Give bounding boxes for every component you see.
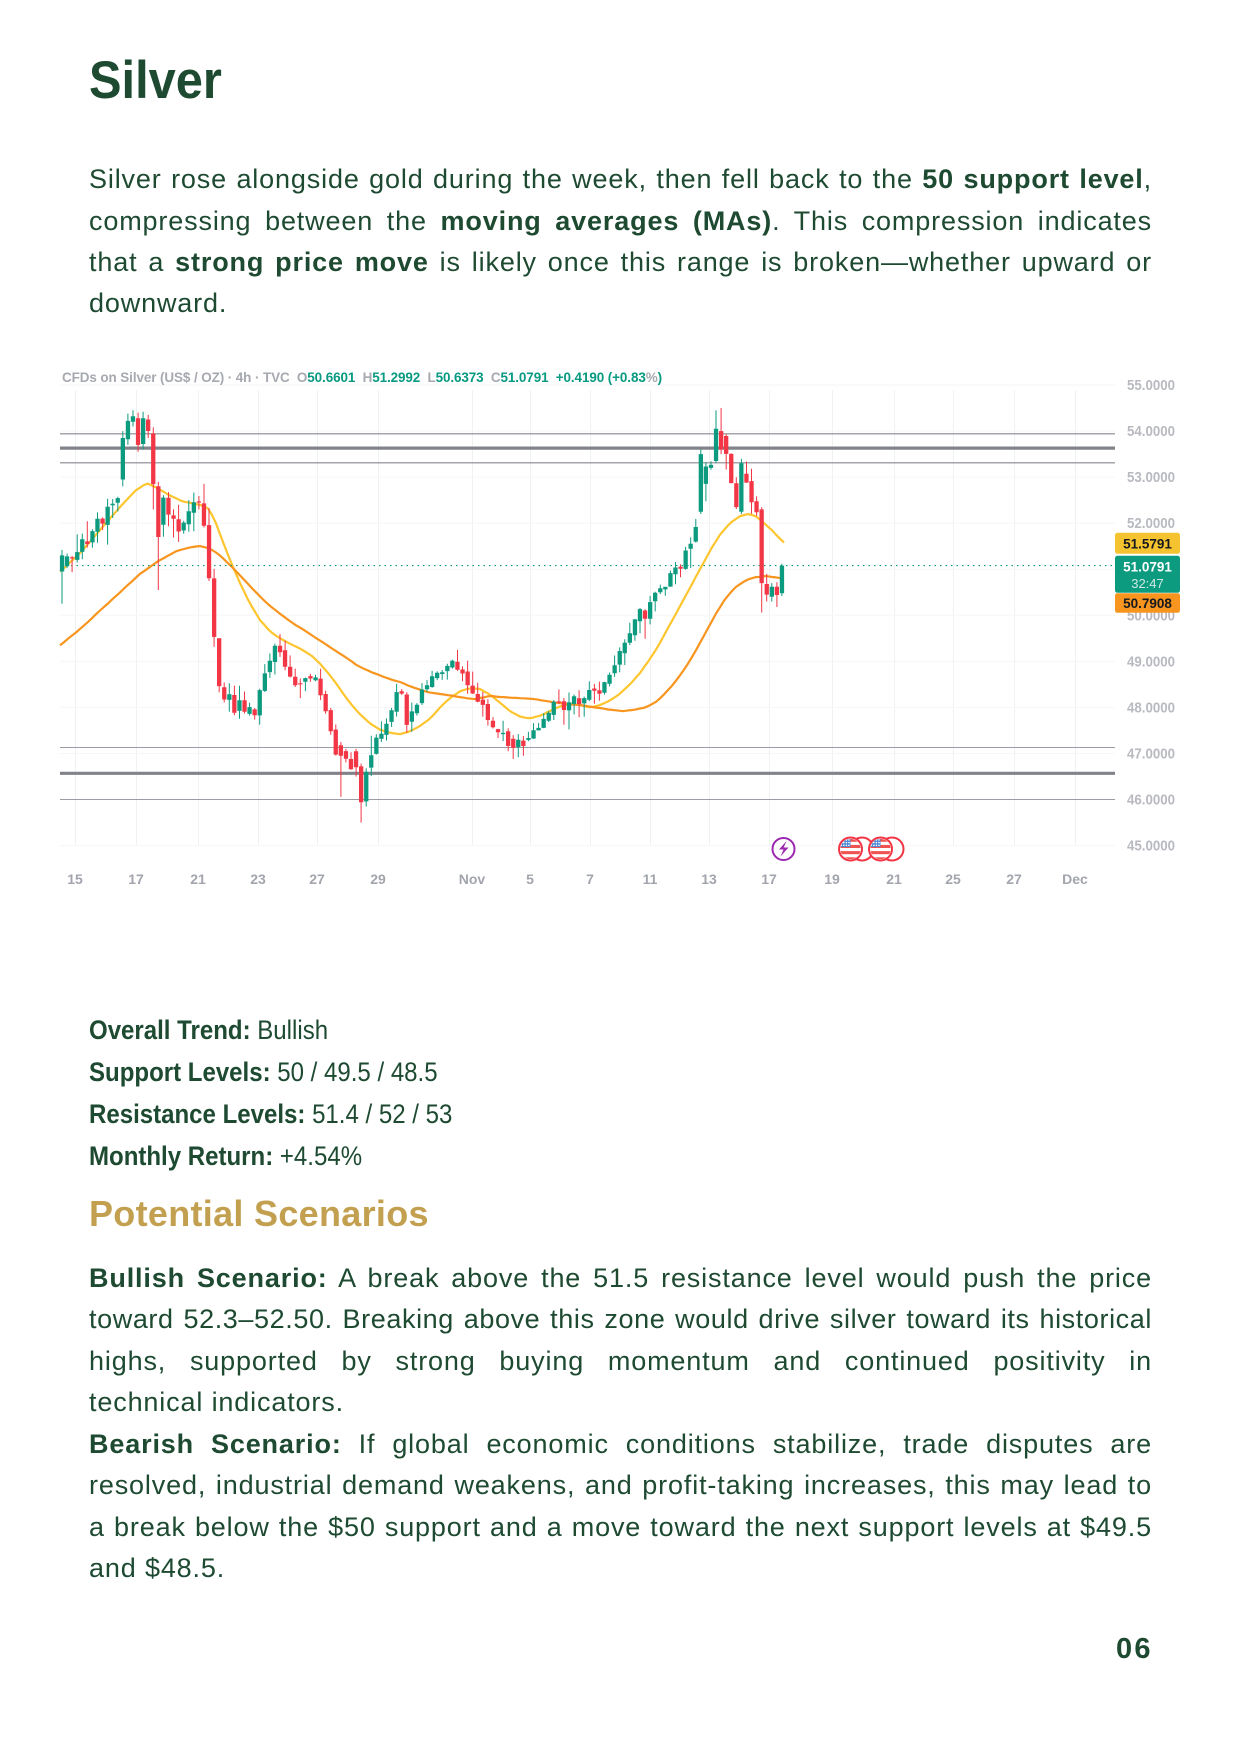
- svg-text:52.0000: 52.0000: [1127, 516, 1175, 532]
- svg-text:19: 19: [824, 871, 840, 887]
- svg-text:17: 17: [128, 871, 144, 887]
- svg-text:50.7908: 50.7908: [1123, 596, 1172, 611]
- svg-text:32:47: 32:47: [1131, 576, 1164, 591]
- svg-text:CFDs on Silver (US$ / OZ) · 4h: CFDs on Silver (US$ / OZ) · 4h · TVC O50…: [62, 369, 662, 385]
- svg-text:27: 27: [1006, 871, 1022, 887]
- svg-text:54.0000: 54.0000: [1127, 424, 1175, 440]
- svg-text:Nov: Nov: [459, 871, 486, 887]
- svg-text:25: 25: [945, 871, 961, 887]
- svg-text:51.5791: 51.5791: [1123, 536, 1172, 551]
- svg-text:11: 11: [643, 871, 658, 887]
- svg-text:29: 29: [370, 871, 386, 887]
- svg-text:21: 21: [886, 871, 902, 887]
- svg-text:45.0000: 45.0000: [1127, 839, 1175, 855]
- svg-text:49.0000: 49.0000: [1127, 654, 1175, 670]
- svg-text:53.0000: 53.0000: [1127, 470, 1175, 486]
- svg-text:48.0000: 48.0000: [1127, 700, 1175, 716]
- svg-text:7: 7: [586, 871, 594, 887]
- svg-text:5: 5: [526, 871, 534, 887]
- svg-text:46.0000: 46.0000: [1127, 793, 1175, 809]
- svg-text:Dec: Dec: [1062, 871, 1088, 887]
- svg-text:17: 17: [761, 871, 777, 887]
- svg-text:51.0791: 51.0791: [1123, 560, 1172, 575]
- svg-text:47.0000: 47.0000: [1127, 747, 1175, 763]
- svg-text:15: 15: [67, 871, 83, 887]
- svg-text:55.0000: 55.0000: [1127, 378, 1175, 394]
- svg-text:13: 13: [701, 871, 717, 887]
- svg-text:23: 23: [250, 871, 266, 887]
- svg-text:27: 27: [309, 871, 325, 887]
- svg-text:21: 21: [190, 871, 206, 887]
